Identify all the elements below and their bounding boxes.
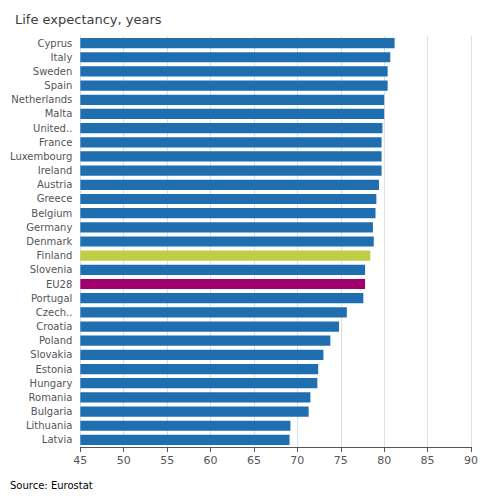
svg-text:Belgium: Belgium — [31, 208, 72, 219]
svg-text:Germany: Germany — [26, 222, 72, 233]
svg-text:Austria: Austria — [37, 179, 72, 190]
svg-text:Italy: Italy — [51, 52, 73, 63]
svg-text:Latvia: Latvia — [42, 434, 72, 445]
svg-text:80: 80 — [377, 454, 391, 467]
svg-text:Luxembourg: Luxembourg — [10, 151, 72, 162]
svg-text:Spain: Spain — [44, 80, 72, 91]
svg-text:60: 60 — [204, 454, 218, 467]
svg-text:65: 65 — [247, 454, 261, 467]
svg-text:Czech..: Czech.. — [36, 307, 73, 318]
svg-text:Malta: Malta — [45, 108, 73, 119]
svg-text:Slovakia: Slovakia — [30, 349, 72, 360]
svg-text:Lithuania: Lithuania — [26, 420, 72, 431]
svg-text:Source: Eurostat: Source: Eurostat — [10, 480, 93, 491]
svg-text:Estonia: Estonia — [36, 364, 73, 375]
svg-text:85: 85 — [421, 454, 435, 467]
svg-text:Denmark: Denmark — [26, 236, 72, 247]
svg-text:70: 70 — [290, 454, 304, 467]
svg-text:Slovenia: Slovenia — [30, 264, 73, 275]
svg-text:45: 45 — [73, 454, 87, 467]
svg-text:Romania: Romania — [29, 392, 73, 403]
svg-text:75: 75 — [334, 454, 348, 467]
svg-text:United..: United.. — [33, 123, 72, 134]
svg-text:EU28: EU28 — [46, 279, 72, 290]
svg-text:Croatia: Croatia — [36, 321, 72, 332]
svg-text:Greece: Greece — [37, 193, 73, 204]
svg-text:Portugal: Portugal — [31, 293, 72, 304]
svg-text:Poland: Poland — [39, 335, 72, 346]
svg-text:55: 55 — [160, 454, 174, 467]
svg-text:Sweden: Sweden — [33, 66, 73, 77]
svg-text:Ireland: Ireland — [38, 165, 73, 176]
svg-text:Netherlands: Netherlands — [11, 94, 72, 105]
svg-text:Life expectancy, years: Life expectancy, years — [15, 12, 162, 27]
svg-text:Finland: Finland — [37, 250, 73, 261]
svg-text:90: 90 — [464, 454, 478, 467]
svg-text:50: 50 — [117, 454, 131, 467]
svg-text:France: France — [39, 137, 72, 148]
svg-text:Hungary: Hungary — [30, 378, 73, 389]
svg-text:Bulgaria: Bulgaria — [31, 406, 72, 417]
svg-text:Cyprus: Cyprus — [37, 38, 72, 49]
